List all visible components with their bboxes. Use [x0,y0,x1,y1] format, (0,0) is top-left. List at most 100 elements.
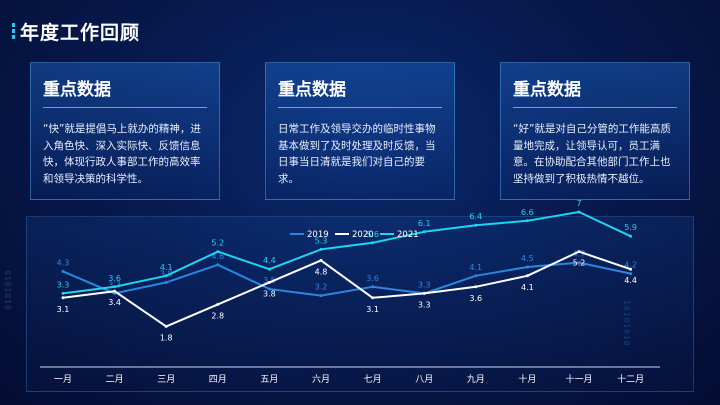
data-point-2021 [267,267,271,271]
legend-label-2021: 2021 [397,230,419,240]
key-data-card-2: 重点数据 日常工作及领导交办的临时性事物基本做到了及时处理及时反馈，当日事当日清… [265,62,455,200]
data-label-2019: 4.5 [521,254,534,263]
data-point-2020 [113,289,117,293]
data-point-2019 [216,263,220,267]
legend-label-2019: 2019 [307,230,329,240]
data-point-2021 [371,241,375,245]
card-title: 重点数据 [43,80,111,100]
data-label-2020: 3.4 [108,298,121,307]
card-divider [278,107,442,108]
data-point-2019 [61,269,65,273]
data-point-2019 [371,285,375,289]
data-label-2019: 3.5 [263,276,276,285]
data-label-2020: 4.4 [624,276,637,285]
x-tick-label: 八月 [415,374,433,385]
data-point-2021 [474,223,478,227]
x-tick-label: 五月 [260,374,278,385]
data-point-2019 [319,294,323,298]
data-label-2019: 4.6 [211,252,224,261]
title-accent-icon [12,23,15,39]
data-point-2020 [61,296,65,300]
data-label-2021: 3.6 [108,274,121,283]
data-point-2021 [319,247,323,251]
data-label-2020: 4.1 [521,283,534,292]
series-line-2021 [62,211,632,295]
data-label-2019: 3.6 [366,274,379,283]
data-label-2019: 4.7 [573,250,586,259]
data-point-2019 [629,272,633,276]
x-tick-label: 四月 [209,374,227,385]
data-point-2020 [525,274,529,278]
data-label-2021: 6.6 [521,208,534,217]
data-label-2021: 5.3 [315,236,328,245]
data-label-2020: 3.3 [418,300,431,309]
data-point-2019 [474,274,478,278]
x-tick-label: 三月 [157,374,175,385]
card-title: 重点数据 [513,80,581,100]
data-point-2021 [216,250,220,254]
card-divider [43,107,207,108]
data-label-2019: 3.3 [418,280,431,289]
data-label-2020: 3.1 [57,305,70,314]
data-label-2021: 5.2 [211,239,224,248]
data-label-2021: 3.3 [57,280,70,289]
data-point-2021 [113,285,117,289]
data-label-2020: 3.6 [469,294,482,303]
data-label-2019: 3.8 [160,269,173,278]
data-label-2019: 4.3 [57,258,70,267]
data-label-2020: 5.2 [573,259,586,268]
data-point-2021 [422,230,426,234]
data-point-2019 [267,287,271,291]
data-point-2019 [577,261,581,265]
binary-decoration-left: 0101010 [3,270,12,311]
data-label-2020: 3.8 [263,289,276,298]
data-point-2021 [629,234,633,238]
data-label-2021: 4.1 [160,263,173,272]
data-point-2020 [474,285,478,289]
x-tick-label: 十一月 [565,373,592,385]
key-data-card-1: 重点数据 “快”就是提倡马上就办的精神，进入角色快、深入实际快、反馈信息快，体现… [30,62,220,200]
data-label-2021: 4.4 [263,256,276,265]
data-label-2020: 1.8 [160,333,173,342]
card-title: 重点数据 [278,80,346,100]
data-point-2021 [164,274,168,278]
key-data-card-3: 重点数据 “好”就是对自己分管的工作能高质量地完成，让领导认可，员工满意。在协助… [500,62,690,200]
series-line-2020 [62,250,631,328]
binary-decoration-right: 10101010 [622,300,631,347]
data-label-2021: 6.4 [469,212,482,221]
x-tick-label: 十二月 [617,373,644,385]
data-label-2019: 3.3 [108,280,121,289]
data-point-2019 [525,265,529,269]
x-tick-label: 一月 [54,374,72,385]
data-label-2019: 4.1 [469,263,482,272]
data-point-2019 [164,280,168,284]
data-point-2020 [422,291,426,295]
x-tick-label: 十月 [518,373,536,385]
x-tick-label: 九月 [467,374,485,385]
data-label-2021: 5.6 [366,230,379,239]
x-tick-label: 二月 [106,374,124,385]
data-label-2021: 5.9 [624,223,637,232]
page-title-bar: 年度工作回顾 [12,18,140,44]
data-point-2020 [371,296,375,300]
data-point-2021 [525,219,529,223]
data-point-2020 [577,250,581,254]
data-point-2020 [216,302,220,306]
card-divider [513,107,677,108]
data-point-2020 [164,324,168,328]
data-label-2019: 3.2 [315,283,328,292]
card-body: “好”就是对自己分管的工作能高质量地完成，让领导认可，员工满意。在协助配合其他部… [513,123,671,185]
x-tick-label: 六月 [312,373,330,385]
series-line-2019 [62,261,631,297]
data-label-2020: 2.8 [211,311,224,320]
data-label-2021: 7 [576,199,581,208]
data-point-2020 [629,267,633,271]
data-point-2021 [577,210,581,214]
card-body: 日常工作及领导交办的临时性事物基本做到了及时处理及时反馈，当日事当日清就是我们对… [278,123,436,185]
data-label-2021: 6.1 [418,219,431,228]
page-title: 年度工作回顾 [20,21,141,44]
data-point-2021 [61,291,65,295]
legend-label-2020: 2020 [352,230,374,240]
data-label-2019: 4.2 [624,261,637,270]
